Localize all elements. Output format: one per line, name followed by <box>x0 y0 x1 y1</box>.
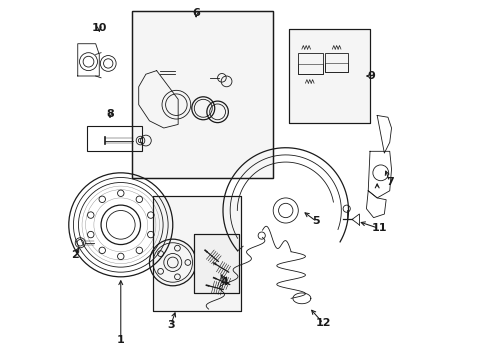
Text: 8: 8 <box>106 109 114 119</box>
Text: 11: 11 <box>370 224 386 233</box>
Text: 9: 9 <box>367 71 375 81</box>
Bar <box>131 12 273 178</box>
Bar <box>153 196 241 311</box>
Text: 10: 10 <box>91 23 107 33</box>
Text: 7: 7 <box>385 177 393 187</box>
Bar <box>289 30 369 123</box>
Text: 5: 5 <box>312 216 319 226</box>
Bar <box>289 30 369 123</box>
Text: 4: 4 <box>221 277 228 287</box>
Bar <box>325 63 348 72</box>
Text: 2: 2 <box>71 250 79 260</box>
Bar <box>194 234 239 293</box>
Bar <box>194 234 239 293</box>
Bar <box>298 64 323 74</box>
Text: 1: 1 <box>117 334 124 345</box>
Bar <box>298 53 323 74</box>
Bar <box>325 53 348 72</box>
Bar <box>86 126 142 151</box>
Bar <box>153 196 241 311</box>
Text: 12: 12 <box>315 319 330 328</box>
Bar <box>131 12 273 178</box>
Text: 6: 6 <box>192 8 200 18</box>
Text: 3: 3 <box>167 320 174 329</box>
